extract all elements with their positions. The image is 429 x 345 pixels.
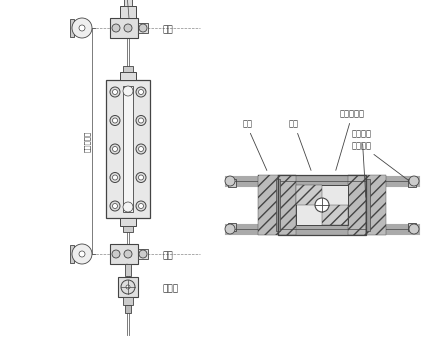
Text: 测量中心距: 测量中心距 (84, 130, 91, 151)
Circle shape (79, 251, 85, 257)
Bar (70, 19, 74, 37)
Circle shape (110, 87, 120, 97)
Circle shape (139, 147, 143, 151)
Text: 密封压坠: 密封压坠 (352, 129, 372, 197)
Bar (120, 6, 136, 18)
Circle shape (139, 250, 147, 258)
Bar (296, 185, 322, 205)
Bar (125, 305, 131, 313)
Bar (120, 218, 136, 226)
Bar (110, 244, 138, 264)
Bar (70, 245, 74, 263)
Text: 盖板: 盖板 (243, 119, 267, 170)
Bar (408, 223, 416, 231)
Circle shape (79, 25, 85, 31)
Circle shape (136, 116, 146, 126)
Circle shape (123, 86, 133, 96)
Circle shape (110, 144, 120, 154)
Circle shape (112, 204, 118, 208)
Bar (278, 175, 296, 235)
Circle shape (72, 244, 92, 264)
Bar (123, 86, 133, 212)
Circle shape (124, 24, 132, 32)
Bar (123, 226, 133, 232)
Circle shape (315, 198, 329, 212)
Circle shape (409, 224, 419, 234)
Circle shape (112, 175, 118, 180)
Bar (138, 23, 148, 33)
Bar (110, 18, 138, 38)
Circle shape (136, 172, 146, 183)
Bar (120, 72, 136, 80)
Circle shape (136, 201, 146, 211)
Bar (118, 277, 138, 297)
Circle shape (225, 224, 235, 234)
Circle shape (112, 250, 120, 258)
Circle shape (112, 24, 120, 32)
Bar (106, 80, 150, 218)
Circle shape (126, 285, 130, 289)
Circle shape (136, 144, 146, 154)
Circle shape (110, 201, 120, 211)
Text: 液位计玻璃: 液位计玻璃 (336, 109, 365, 170)
Text: 汽阀: 汽阀 (162, 26, 173, 34)
Circle shape (139, 175, 143, 180)
Circle shape (110, 172, 120, 183)
Circle shape (112, 147, 118, 151)
Bar (138, 249, 148, 259)
Circle shape (123, 202, 133, 212)
Text: 双头螺杆: 双头螺杆 (352, 141, 410, 181)
Circle shape (139, 204, 143, 208)
Circle shape (112, 89, 118, 95)
Circle shape (136, 87, 146, 97)
Bar (278, 175, 366, 235)
Bar (366, 179, 370, 231)
Circle shape (124, 250, 132, 258)
Bar (123, 66, 133, 72)
Bar (348, 175, 366, 235)
Circle shape (225, 176, 235, 186)
Circle shape (139, 89, 143, 95)
Text: 排污阀: 排污阀 (162, 285, 178, 294)
Bar (228, 179, 236, 187)
Bar (124, 0, 132, 6)
Bar (276, 179, 280, 231)
Circle shape (110, 116, 120, 126)
Text: 主体: 主体 (289, 119, 311, 170)
Bar (366, 175, 386, 235)
Circle shape (409, 176, 419, 186)
Bar (123, 297, 133, 305)
Bar (258, 175, 278, 235)
Circle shape (112, 118, 118, 123)
Circle shape (72, 18, 92, 38)
Circle shape (121, 280, 135, 294)
Text: 水阀: 水阀 (162, 252, 173, 260)
Circle shape (139, 24, 147, 32)
Bar (125, 264, 131, 276)
Bar (228, 223, 236, 231)
Bar (408, 179, 416, 187)
Circle shape (139, 118, 143, 123)
Bar (322, 205, 348, 225)
Bar (296, 185, 348, 225)
